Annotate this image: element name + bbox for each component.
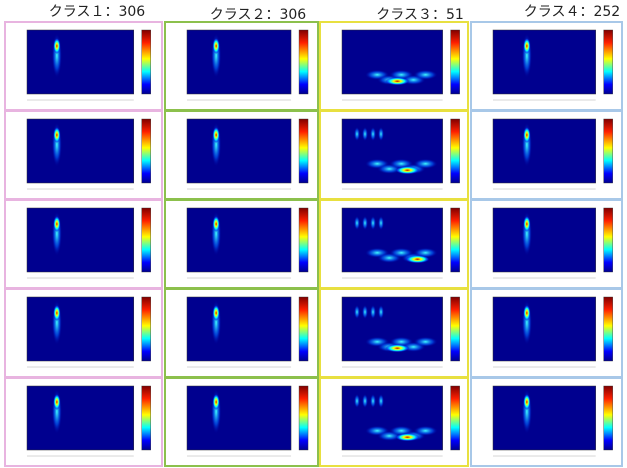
energy-peak bbox=[385, 344, 410, 353]
energy-peak bbox=[385, 77, 410, 86]
column-header: クラス１：306 bbox=[49, 4, 146, 20]
colorbar bbox=[603, 207, 613, 273]
scalogram bbox=[26, 296, 135, 362]
colorbar bbox=[141, 385, 151, 451]
energy-peak bbox=[212, 216, 220, 232]
energy-spot bbox=[362, 305, 368, 319]
energy-spot bbox=[354, 216, 360, 230]
energy-peak bbox=[523, 127, 531, 143]
colorbar bbox=[450, 207, 460, 273]
scalogram bbox=[186, 385, 292, 451]
energy-band bbox=[413, 336, 438, 347]
energy-spot bbox=[354, 305, 360, 319]
energy-spot bbox=[362, 394, 368, 408]
energy-spot bbox=[378, 216, 384, 230]
scalogram bbox=[26, 29, 135, 95]
colorbar bbox=[298, 296, 309, 362]
colorbar bbox=[141, 118, 151, 184]
energy-spot bbox=[370, 305, 376, 319]
energy-spot bbox=[362, 127, 368, 141]
scalogram bbox=[492, 207, 596, 273]
colorbar bbox=[603, 296, 613, 362]
colorbar bbox=[450, 29, 460, 95]
colorbar bbox=[450, 385, 460, 451]
scalogram bbox=[26, 385, 135, 451]
energy-peak bbox=[53, 305, 61, 321]
scalogram bbox=[492, 385, 596, 451]
column-header: クラス３：51 bbox=[376, 7, 464, 23]
energy-peak bbox=[53, 38, 61, 54]
scalogram bbox=[26, 118, 135, 184]
energy-spot bbox=[354, 394, 360, 408]
colorbar bbox=[141, 207, 151, 273]
energy-spot bbox=[378, 127, 384, 141]
scalogram bbox=[492, 118, 596, 184]
column-header: クラス２：306 bbox=[210, 7, 307, 23]
energy-peak bbox=[212, 38, 220, 54]
colorbar bbox=[141, 29, 151, 95]
energy-spot bbox=[378, 305, 384, 319]
energy-spot bbox=[370, 127, 376, 141]
colorbar bbox=[603, 385, 613, 451]
energy-peak bbox=[53, 216, 61, 232]
colorbar bbox=[141, 296, 151, 362]
scalogram bbox=[186, 29, 292, 95]
colorbar bbox=[450, 118, 460, 184]
scalogram bbox=[186, 296, 292, 362]
energy-spot bbox=[354, 127, 360, 141]
energy-peak bbox=[212, 127, 220, 143]
scalogram bbox=[186, 207, 292, 273]
energy-spot bbox=[378, 394, 384, 408]
energy-peak bbox=[53, 127, 61, 143]
scalogram bbox=[26, 207, 135, 273]
energy-peak bbox=[212, 394, 220, 410]
colorbar bbox=[603, 118, 613, 184]
energy-peak bbox=[523, 38, 531, 54]
energy-peak bbox=[53, 394, 61, 410]
energy-spot bbox=[370, 394, 376, 408]
colorbar bbox=[603, 29, 613, 95]
colorbar bbox=[450, 296, 460, 362]
energy-spot bbox=[362, 216, 368, 230]
energy-band bbox=[413, 158, 438, 169]
energy-peak bbox=[405, 255, 430, 264]
colorbar bbox=[298, 385, 309, 451]
energy-peak bbox=[395, 433, 420, 442]
energy-peak bbox=[212, 305, 220, 321]
energy-peak bbox=[395, 166, 420, 175]
column-header: クラス４：252 bbox=[524, 4, 620, 20]
scalogram bbox=[492, 29, 596, 95]
scalogram bbox=[492, 296, 596, 362]
energy-band bbox=[413, 425, 438, 436]
scalogram bbox=[186, 118, 292, 184]
energy-peak bbox=[523, 216, 531, 232]
energy-band bbox=[413, 69, 438, 80]
colorbar bbox=[298, 118, 309, 184]
colorbar bbox=[298, 29, 309, 95]
colorbar bbox=[298, 207, 309, 273]
energy-peak bbox=[523, 394, 531, 410]
energy-spot bbox=[370, 216, 376, 230]
energy-peak bbox=[523, 305, 531, 321]
